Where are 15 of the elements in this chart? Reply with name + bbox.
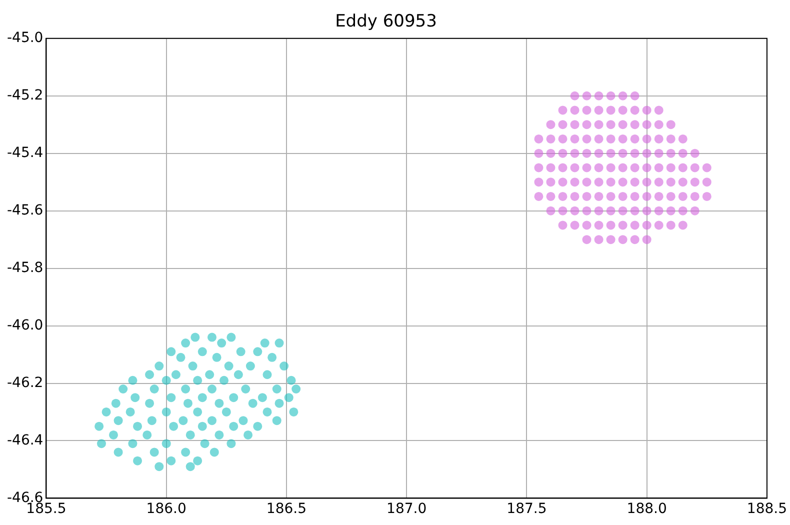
x-tick-label: 188.0 [626, 501, 667, 518]
y-tick-label: -45.4 [6, 144, 44, 161]
y-tick-label: -45.6 [6, 202, 44, 218]
x-tick-label: 187.5 [506, 501, 547, 518]
x-tick-label: 187.0 [386, 501, 427, 518]
x-tick-label: 188.5 [746, 501, 788, 518]
y-tick-label: -46.2 [6, 374, 44, 391]
y-tick-label: -45.8 [6, 260, 44, 276]
x-tick-label: 186.5 [266, 501, 307, 518]
y-tick-label: -46.4 [6, 432, 44, 448]
chart-title: Eddy 60953 [335, 12, 437, 32]
y-tick-label: -46.0 [6, 317, 44, 334]
y-tick-label: -45.0 [6, 30, 44, 46]
x-tick-label: 186.0 [146, 501, 186, 518]
y-tick-label: -45.2 [6, 88, 44, 104]
